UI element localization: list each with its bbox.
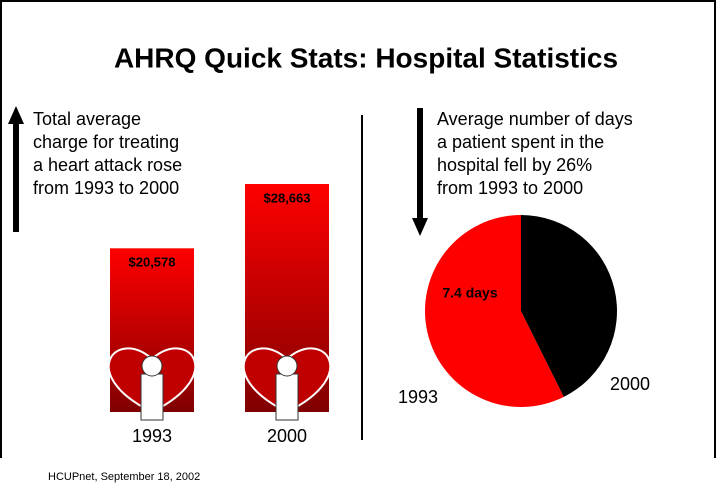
slide-title: AHRQ Quick Stats: Hospital Statistics bbox=[114, 42, 618, 73]
heart-icon bbox=[107, 347, 197, 421]
annotation-line: from 1993 to 2000 bbox=[437, 178, 583, 198]
category-label: 1993 bbox=[132, 426, 172, 446]
pie-slice bbox=[521, 215, 617, 397]
slice-category-label: 2000 bbox=[610, 374, 650, 394]
doctor-head bbox=[141, 355, 163, 377]
doctor-head bbox=[276, 355, 298, 377]
annotation-line: Total average bbox=[33, 109, 141, 129]
annotation-line: from 1993 to 2000 bbox=[33, 178, 179, 198]
doctor-body bbox=[140, 373, 164, 421]
down-arrow bbox=[412, 108, 428, 236]
annotation-line: a heart attack rose bbox=[33, 155, 182, 175]
doctor-body bbox=[275, 373, 299, 421]
slice-value-label: 7.4 days bbox=[442, 285, 497, 301]
footer: HCUPnet, September 18, 2002 bbox=[48, 471, 200, 483]
annotation-line: a patient spent in the bbox=[437, 132, 604, 152]
category-label: 2000 bbox=[267, 426, 307, 446]
annotation-line: hospital fell by 26% bbox=[437, 155, 592, 175]
annotation-line: charge for treating bbox=[33, 132, 179, 152]
heart-icon bbox=[242, 347, 332, 421]
pie-slice bbox=[425, 215, 564, 407]
slice-category-label: 1993 bbox=[398, 387, 438, 407]
bar-value-label: $28,663 bbox=[264, 190, 311, 205]
up-arrow bbox=[8, 106, 24, 232]
slide-frame bbox=[0, 0, 716, 458]
annotation-line: Average number of days bbox=[437, 109, 633, 129]
bar-value-label: $20,578 bbox=[129, 255, 176, 270]
